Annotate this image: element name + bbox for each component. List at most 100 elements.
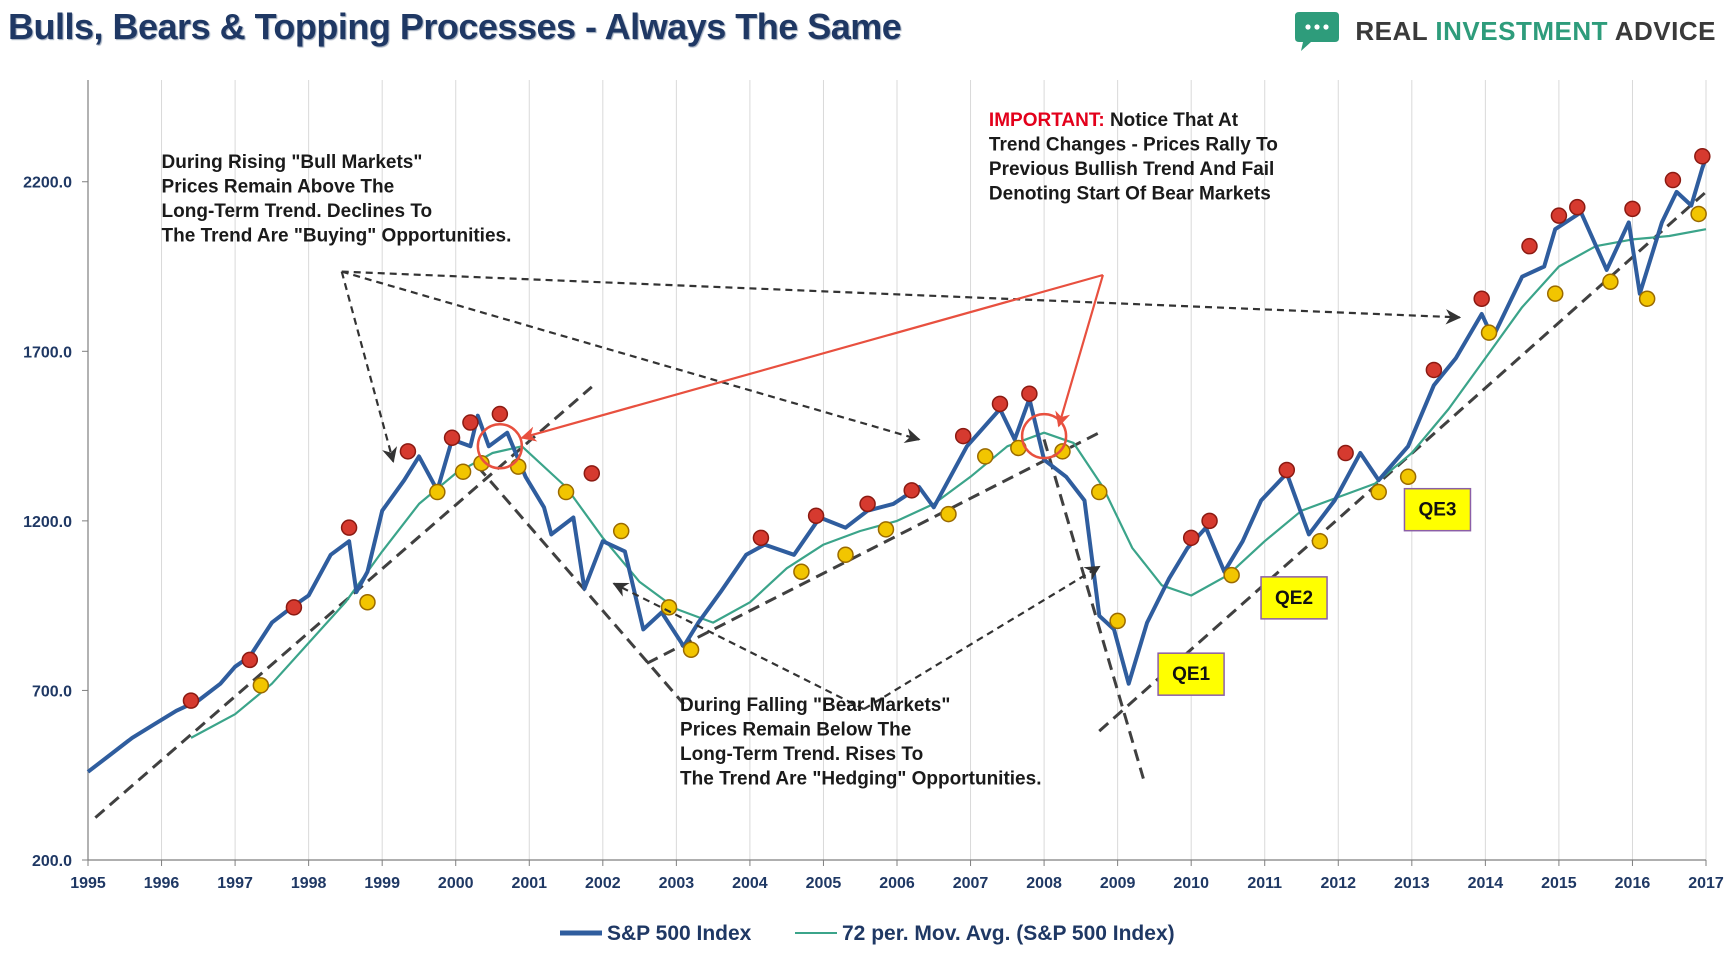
peak-marker-15 — [1021, 385, 1038, 402]
x-tick-label-2003: 2003 — [659, 875, 695, 892]
chart-gridlines — [87, 80, 1707, 860]
bear-trend-2007-2009 — [1042, 439, 1145, 780]
note-bull-markets-line-0: During Rising "Bull Markets" — [162, 152, 423, 173]
note-bear-markets-line-2: Long-Term Trend. Rises To — [680, 744, 923, 765]
note-bull-markets-line-1: Prices Remain Above The — [162, 177, 395, 198]
y-tick-label-1700: 1700.0 — [23, 344, 72, 361]
x-tick-label-2011: 2011 — [1247, 875, 1282, 892]
note-bear-markets-line-3: The Trend Are "Hedging" Opportunities. — [680, 768, 1041, 789]
x-tick-label-1995: 1995 — [70, 875, 106, 892]
trough-marker-12 — [877, 521, 895, 538]
qe-label-qe3: QE3 — [1418, 500, 1456, 521]
trough-marker-19 — [1223, 566, 1240, 584]
chart-legend: S&P 500 Index 72 per. Mov. Avg. (S&P 500… — [560, 922, 1175, 945]
legend-label-sp500: S&P 500 Index — [607, 922, 752, 945]
peak-marker-12 — [903, 482, 920, 499]
y-tick-label-700: 700.0 — [32, 683, 72, 700]
trough-marker-11 — [837, 546, 854, 564]
trough-marker-2 — [429, 483, 446, 501]
peak-marker-7 — [491, 405, 509, 423]
trough-marker-24 — [1546, 285, 1564, 302]
x-tick-label-2005: 2005 — [806, 875, 842, 892]
x-tick-label-2017: 2017 — [1688, 875, 1724, 892]
peak-marker-1 — [241, 651, 259, 669]
note-important-prefix: IMPORTANT: — [989, 110, 1105, 131]
x-tick-label-2007: 2007 — [953, 875, 989, 892]
x-tick-label-2016: 2016 — [1615, 875, 1651, 892]
peak-marker-22 — [1521, 237, 1538, 255]
qe-box-qe2 — [1260, 576, 1328, 620]
note-bear-markets: During Falling "Bear Markets" Prices Rema… — [680, 695, 1041, 790]
trough-marker-10 — [793, 563, 810, 580]
bull-trend-2003-2007 — [646, 431, 1100, 665]
peak-marker-14 — [991, 395, 1009, 413]
peak-marker-10 — [807, 507, 825, 525]
trough-marker-6 — [557, 483, 575, 501]
arrow-bull-to-2006 — [341, 270, 921, 444]
annotation-arrows — [340, 270, 1462, 711]
peak-marker-17 — [1201, 512, 1218, 530]
x-tick-label-1999: 1999 — [364, 875, 400, 892]
arrow-important-to-2000 — [520, 273, 1104, 442]
trough-marker-18 — [1109, 612, 1126, 630]
y-tick-label-2200: 2200.0 — [23, 175, 72, 192]
x-tick-label-2008: 2008 — [1026, 875, 1062, 892]
logo: REAL INVESTMENT ADVICE — [1293, 8, 1716, 54]
trough-marker-25 — [1602, 273, 1619, 291]
x-axis-ticks: 1995 1996 1997 1998 1999 2000 2001 2002 2003 2004… — [70, 860, 1724, 892]
peak-marker-16 — [1182, 529, 1200, 547]
trough-marker-20 — [1311, 532, 1329, 550]
x-tick-label-2001: 2001 — [511, 875, 547, 892]
peak-marker-19 — [1337, 444, 1354, 462]
note-bear-markets-line-0: During Falling "Bear Markets" — [680, 695, 950, 716]
peak-marker-3 — [340, 519, 358, 536]
note-bull-markets-line-3: The Trend Are "Buying" Opportunities. — [162, 226, 512, 247]
trough-marker-9 — [682, 641, 700, 658]
peak-marker-4 — [399, 443, 417, 460]
top-circle-2007 — [1020, 412, 1068, 460]
bear-trend-2000-2003 — [476, 465, 685, 705]
note-important-line-0: IMPORTANT: Notice That At — [989, 110, 1239, 131]
peak-marker-25 — [1624, 200, 1641, 218]
chart-annotations: During Rising "Bull Markets" Prices Remai… — [162, 110, 1278, 790]
peak-marker-26 — [1664, 171, 1682, 189]
arrow-bull-to-1999 — [340, 271, 398, 464]
peak-marker-11 — [859, 495, 876, 513]
trough-marker-5 — [509, 458, 527, 475]
peak-marker-24 — [1569, 198, 1586, 216]
y-axis-ticks: 200.0 700.0 1200.0 1700.0 2200.0 — [23, 175, 88, 870]
x-tick-label-2004: 2004 — [732, 875, 768, 892]
trough-marker-21 — [1370, 483, 1387, 501]
x-tick-label-2006: 2006 — [879, 875, 915, 892]
trough-marker-14 — [977, 448, 994, 465]
peak-marker-8 — [583, 465, 601, 482]
trough-marker-23 — [1480, 324, 1498, 341]
x-tick-label-2013: 2013 — [1394, 875, 1430, 892]
x-tick-label-1998: 1998 — [291, 875, 327, 892]
chart-markers — [182, 148, 1711, 709]
x-tick-label-2010: 2010 — [1173, 875, 1209, 892]
trough-marker-16 — [1054, 443, 1071, 460]
logo-word-real: REAL — [1355, 15, 1436, 46]
y-tick-label-1200: 1200.0 — [23, 514, 72, 531]
peak-marker-20 — [1425, 361, 1443, 379]
qe-label-qe1: QE1 — [1172, 664, 1210, 685]
x-tick-label-1996: 1996 — [144, 875, 180, 892]
note-important-line-3: Denoting Start Of Bear Markets — [989, 183, 1271, 204]
y-tick-label-200: 200.0 — [32, 853, 72, 870]
note-bear-markets-line-1: Prices Remain Below The — [680, 719, 911, 740]
trough-marker-1 — [359, 594, 376, 611]
trough-marker-27 — [1690, 205, 1707, 223]
note-important-line-2: Previous Bullish Trend And Fail — [989, 159, 1274, 180]
peak-marker-9 — [752, 529, 770, 547]
trough-marker-4 — [473, 454, 490, 472]
trough-marker-17 — [1091, 483, 1108, 501]
chat-bubble-icon — [1295, 12, 1340, 51]
x-tick-label-1997: 1997 — [217, 875, 253, 892]
x-tick-label-2002: 2002 — [585, 875, 621, 892]
note-bull-markets: During Rising "Bull Markets" Prices Remai… — [162, 152, 512, 247]
trough-marker-26 — [1638, 290, 1656, 307]
arrow-bear-to-2008 — [863, 565, 1101, 711]
peak-marker-2 — [285, 599, 303, 616]
